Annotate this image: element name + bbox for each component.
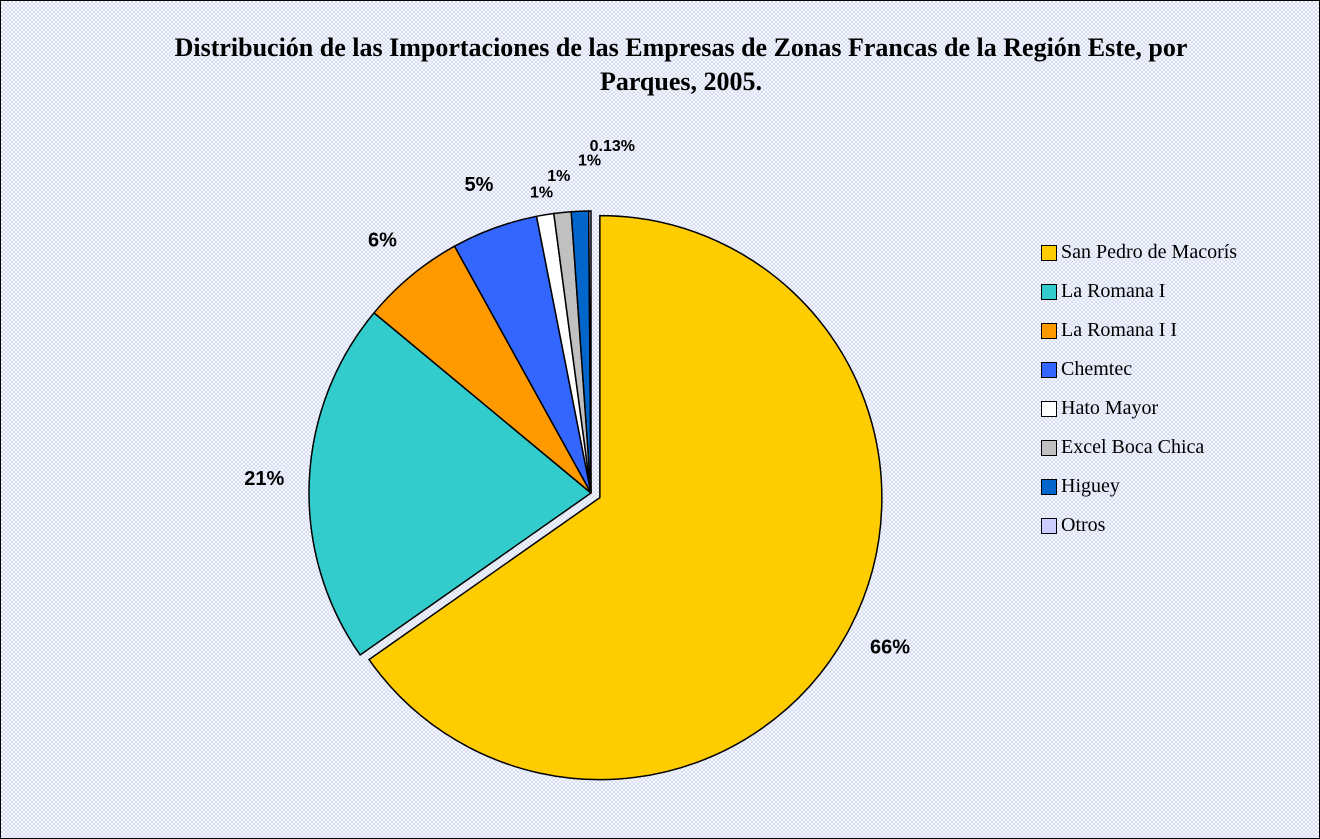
legend-item: Otros [1041, 506, 1237, 545]
legend: San Pedro de Macorís La Romana I La Romana… [1041, 233, 1237, 545]
pie-slice [587, 210, 592, 494]
data-label: 6% [368, 229, 397, 251]
legend-swatch [1041, 283, 1057, 300]
legend-label: La Romana I I [1061, 319, 1178, 341]
legend-label: Excel Boca Chica [1061, 436, 1205, 458]
legend-swatch [1041, 244, 1057, 261]
data-label: 1% [547, 168, 570, 185]
legend-swatch [1041, 361, 1057, 378]
legend-item: La Romana I [1041, 272, 1237, 311]
legend-item: San Pedro de Macorís [1041, 233, 1237, 272]
legend-swatch [1041, 439, 1057, 456]
legend-item: Chemtec [1041, 350, 1237, 389]
legend-item: Higuey [1041, 467, 1237, 506]
data-label: 5% [464, 174, 493, 196]
legend-swatch [1041, 322, 1057, 339]
legend-item: Excel Boca Chica [1041, 428, 1237, 467]
chart-title: Distribución de las Importaciones de las… [174, 33, 1188, 96]
legend-swatch [1041, 517, 1057, 534]
pie-slice [308, 311, 593, 657]
legend-swatch [1041, 478, 1057, 495]
legend-label: La Romana I [1061, 280, 1166, 302]
data-label: 0.13% [590, 138, 635, 155]
legend-label: Higuey [1061, 475, 1120, 497]
data-label: 66% [870, 637, 910, 659]
data-label: 1% [578, 152, 601, 169]
legend-swatch [1041, 400, 1057, 417]
legend-label: San Pedro de Macorís [1061, 241, 1238, 263]
data-label: 1% [530, 184, 553, 201]
legend-label: Hato Mayor [1061, 397, 1159, 419]
legend-label: Otros [1061, 514, 1106, 536]
pie-slice [367, 214, 883, 781]
legend-item: Hato Mayor [1041, 389, 1237, 428]
legend-item: La Romana I I [1041, 311, 1237, 350]
data-label: 21% [244, 468, 284, 490]
legend-label: Chemtec [1061, 358, 1133, 380]
